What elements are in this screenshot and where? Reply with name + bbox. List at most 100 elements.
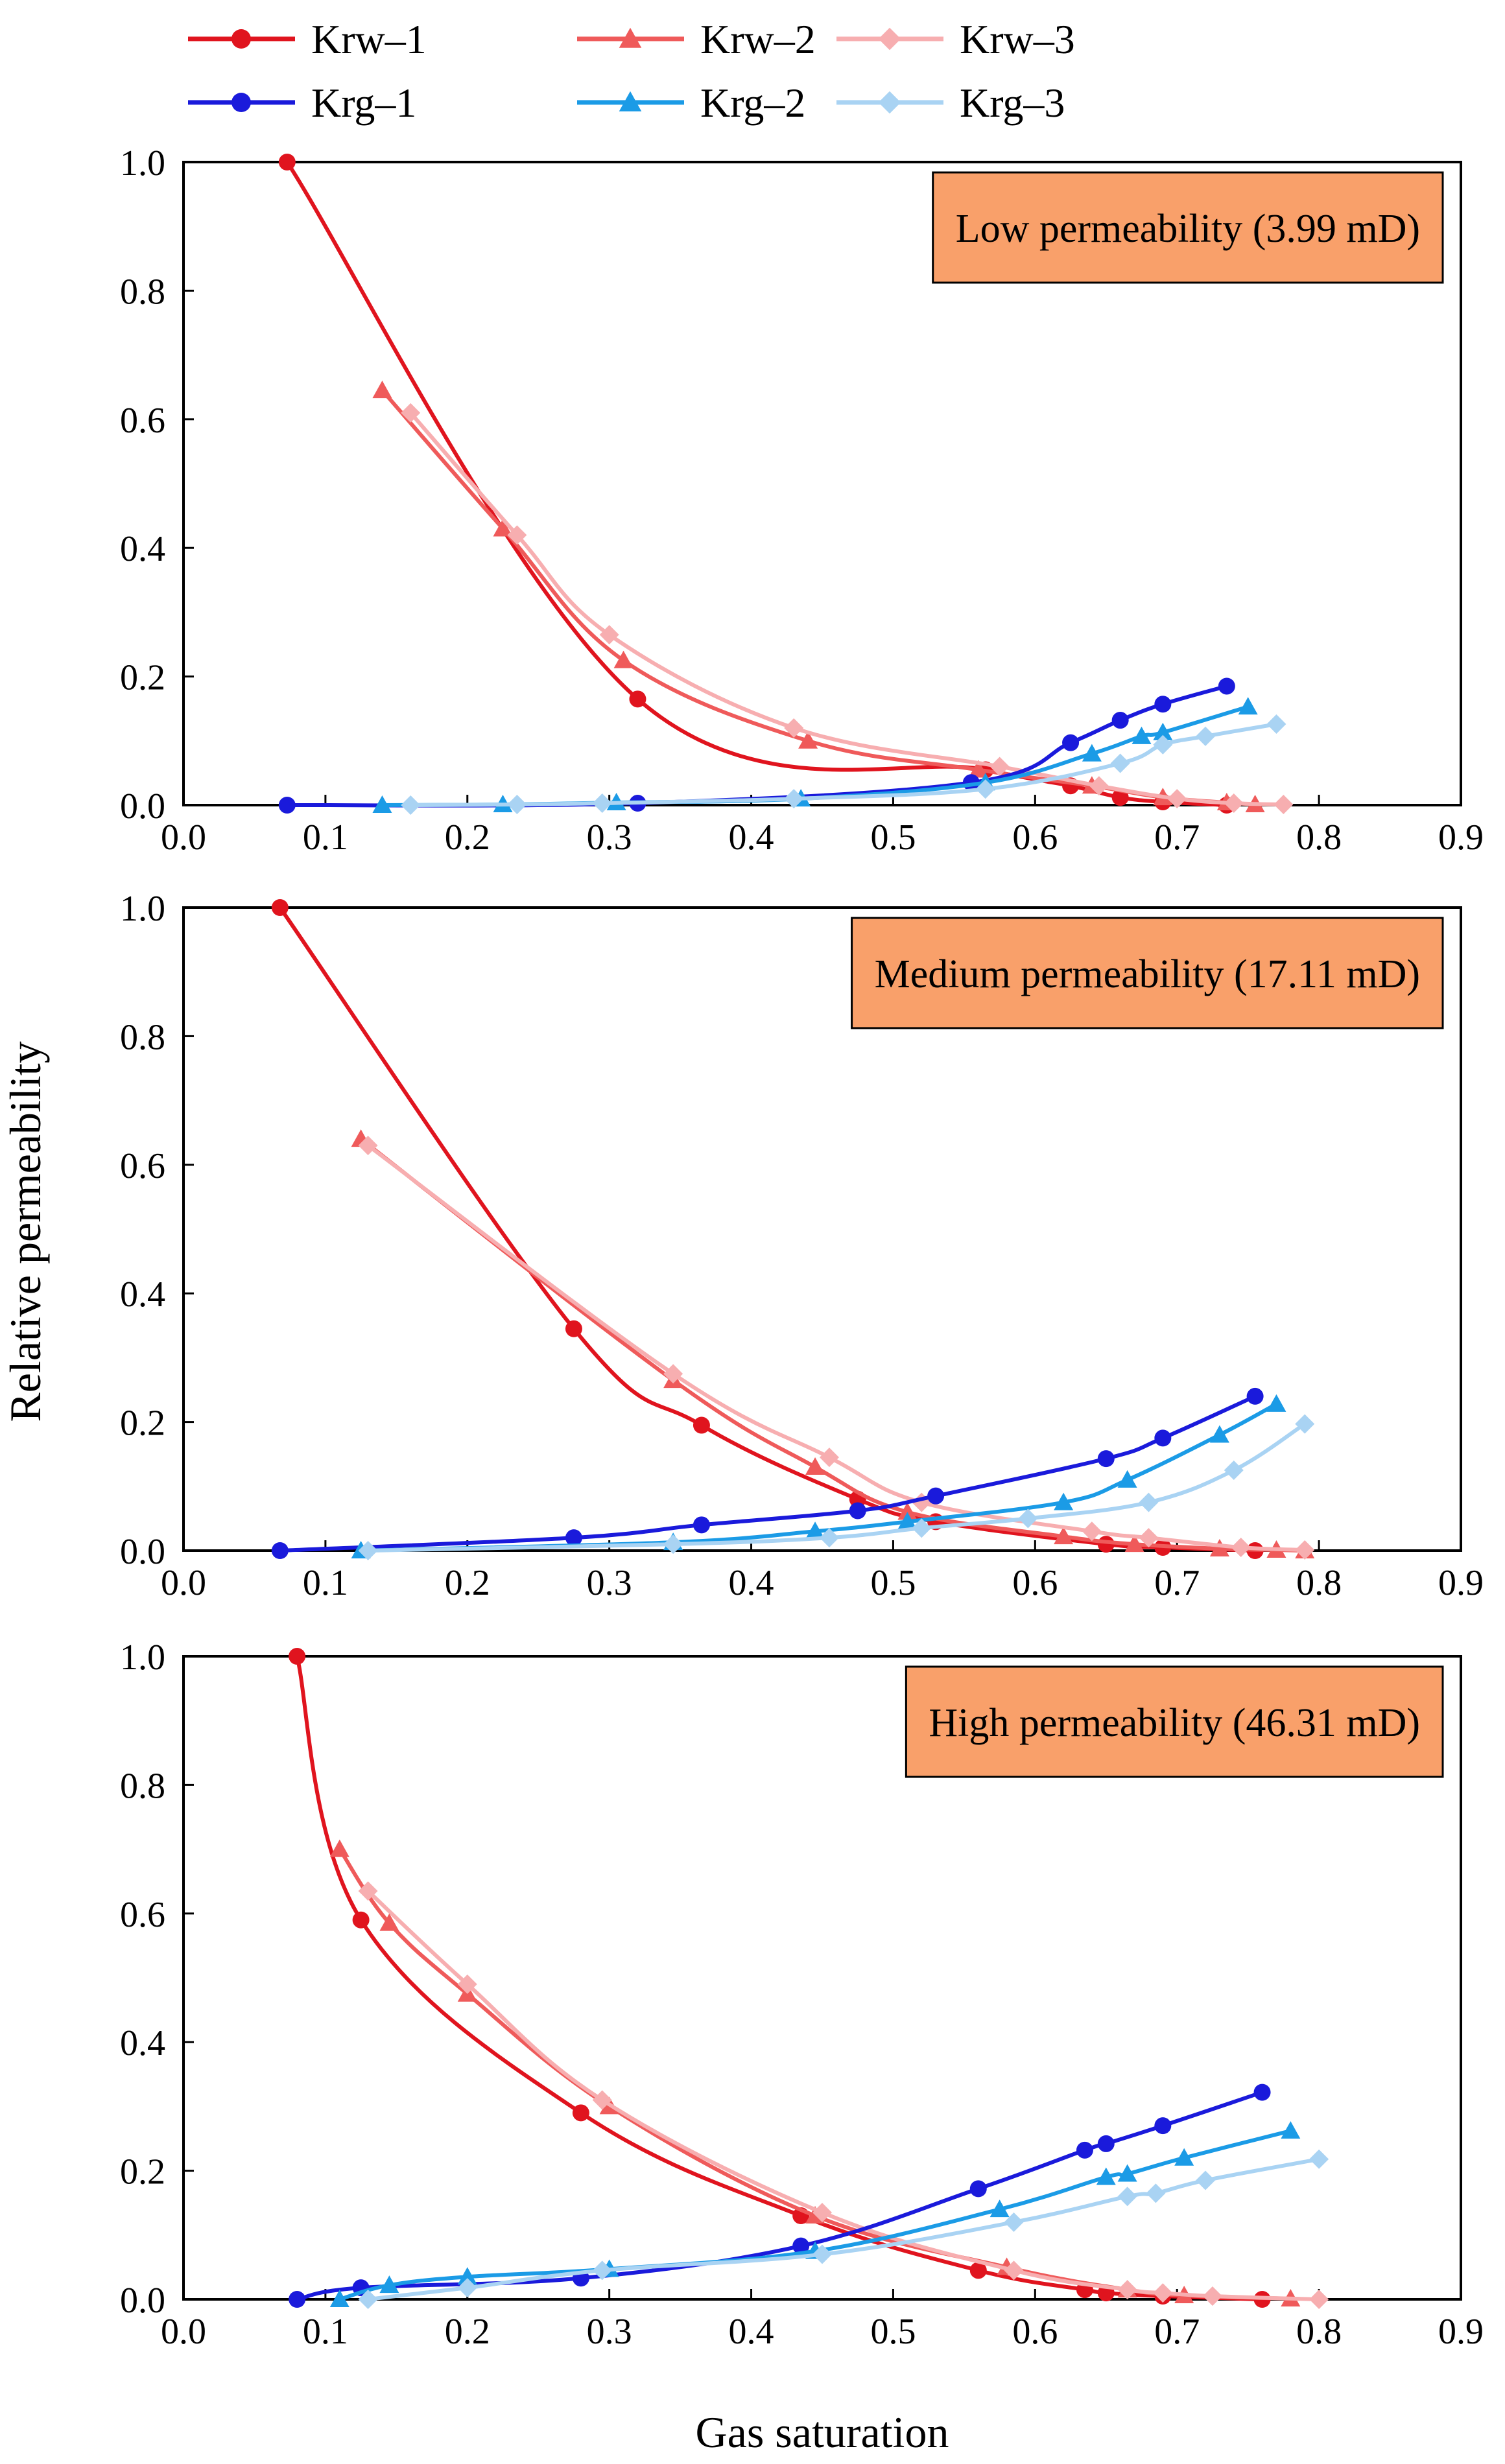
data-point <box>1097 2135 1115 2152</box>
x-tick-label: 0.1 <box>303 2312 348 2352</box>
y-tick-label: 1.0 <box>120 1637 165 1678</box>
data-point <box>1224 1461 1244 1480</box>
data-point <box>975 779 995 799</box>
data-point <box>613 650 634 668</box>
y-tick-label: 0.6 <box>120 1146 165 1186</box>
series-krg-1 <box>289 2083 1271 2308</box>
data-point <box>278 154 296 170</box>
data-point <box>1139 1528 1159 1548</box>
legend-item-krg-3: Krg–3 <box>836 80 1065 126</box>
data-point <box>358 1541 378 1560</box>
data-point <box>599 625 619 645</box>
data-point <box>329 1839 350 1857</box>
x-axis-title: Gas saturation <box>696 2408 949 2457</box>
x-tick-label: 0.8 <box>1296 1563 1342 1603</box>
plot-frame <box>182 906 1462 1552</box>
data-point <box>1132 726 1152 744</box>
y-tick-label: 0.2 <box>120 1403 165 1444</box>
data-point <box>969 2262 987 2279</box>
data-point <box>457 2278 477 2298</box>
y-axis-title: Relative permeability <box>1 1041 50 1422</box>
series-krw-3 <box>358 1881 1329 2309</box>
data-point <box>1238 697 1258 715</box>
data-point <box>1117 2187 1137 2207</box>
data-point <box>1146 2183 1166 2203</box>
data-point <box>1124 1534 1144 1553</box>
data-point <box>289 1648 306 1665</box>
data-point <box>1139 1492 1159 1512</box>
series-line-krw-1 <box>285 160 1229 807</box>
data-point <box>1097 1450 1115 1468</box>
series-krw-3 <box>358 1136 1315 1560</box>
x-tick-label: 0.3 <box>587 817 632 858</box>
data-point <box>1309 2290 1329 2309</box>
legend: Krw–1 Krw–2 Krw–3 Krg–1 Krg–2 Krg–3 <box>188 16 1075 126</box>
data-point <box>1110 753 1130 773</box>
series-krg-3 <box>358 2149 1329 2309</box>
data-point <box>457 2267 477 2285</box>
data-point <box>278 797 296 814</box>
x-tick-label: 0.5 <box>870 2312 916 2352</box>
legend-item-krg-1: Krg–1 <box>188 80 416 126</box>
data-point <box>1224 793 1244 814</box>
data-point <box>1018 1508 1038 1529</box>
y-tick-label: 0.4 <box>120 2023 165 2063</box>
x-tick-label: 0.3 <box>587 1563 632 1603</box>
y-tick-label: 0.8 <box>120 1017 165 1057</box>
data-point <box>1054 1492 1074 1510</box>
data-point <box>507 525 527 545</box>
data-point <box>401 403 421 423</box>
y-tick-label: 0.6 <box>120 401 165 441</box>
legend-item-krw-3: Krw–3 <box>836 16 1075 62</box>
data-point <box>912 1518 932 1538</box>
x-tick-label: 0.9 <box>1438 1563 1484 1603</box>
x-tick-label: 0.2 <box>445 817 490 858</box>
y-tick-label: 0.0 <box>120 786 165 827</box>
data-point <box>358 1881 378 1901</box>
data-point <box>1004 2212 1024 2232</box>
y-tick-label: 0.0 <box>120 1532 165 1572</box>
legend-item-krw-2: Krw–2 <box>577 16 816 62</box>
panel-title: High permeability (46.31 mD) <box>929 1701 1420 1745</box>
x-tick-label: 0.4 <box>729 817 774 858</box>
y-tick-label: 1.0 <box>120 143 165 183</box>
y-tick-label: 0.6 <box>120 1895 165 1935</box>
x-tick-label: 0.0 <box>161 2312 206 2352</box>
x-tick-label: 0.9 <box>1438 2312 1484 2352</box>
x-tick-label: 0.4 <box>729 2312 774 2352</box>
data-point <box>565 1529 582 1547</box>
series-krg-3 <box>401 714 1286 815</box>
y-tick-label: 0.2 <box>120 658 165 698</box>
y-tick-label: 0.8 <box>120 1766 165 1806</box>
x-tick-label: 0.3 <box>587 2312 632 2352</box>
x-tick-label: 0.7 <box>1154 817 1200 858</box>
data-point <box>372 381 392 399</box>
series-krw-2 <box>329 1839 1301 2307</box>
series-krw-2 <box>351 1129 1315 1558</box>
panel-medium-permeability: 0.0 0.1 0.2 0.3 0.4 0.5 0.6 0.7 0.8 0.9 0.0 0.2 0.4 0… <box>120 889 1484 1603</box>
data-point <box>271 899 289 916</box>
data-point <box>1309 2149 1329 2169</box>
data-point <box>968 760 988 778</box>
legend-label: Krg–3 <box>960 80 1065 126</box>
series-line-krw-2 <box>337 1847 1293 2301</box>
data-point <box>1174 2148 1194 2166</box>
data-point <box>897 1502 918 1520</box>
data-point <box>379 2275 399 2294</box>
badge-background <box>851 917 1444 1029</box>
series-line-krg-3 <box>366 2157 1321 2301</box>
legend-label: Krg–2 <box>700 80 805 126</box>
x-tick-label: 0.5 <box>870 817 916 858</box>
data-point <box>798 731 818 749</box>
data-point <box>990 2200 1010 2218</box>
data-point <box>663 1534 683 1555</box>
data-point <box>629 690 646 708</box>
data-point <box>1266 1394 1286 1412</box>
x-tick-label: 0.7 <box>1154 2312 1200 2352</box>
data-point <box>401 795 421 815</box>
x-tick-label: 0.1 <box>303 1563 348 1603</box>
x-tick-label: 0.4 <box>729 1563 774 1603</box>
data-point <box>1153 734 1173 755</box>
series-line-krw-3 <box>409 410 1286 807</box>
